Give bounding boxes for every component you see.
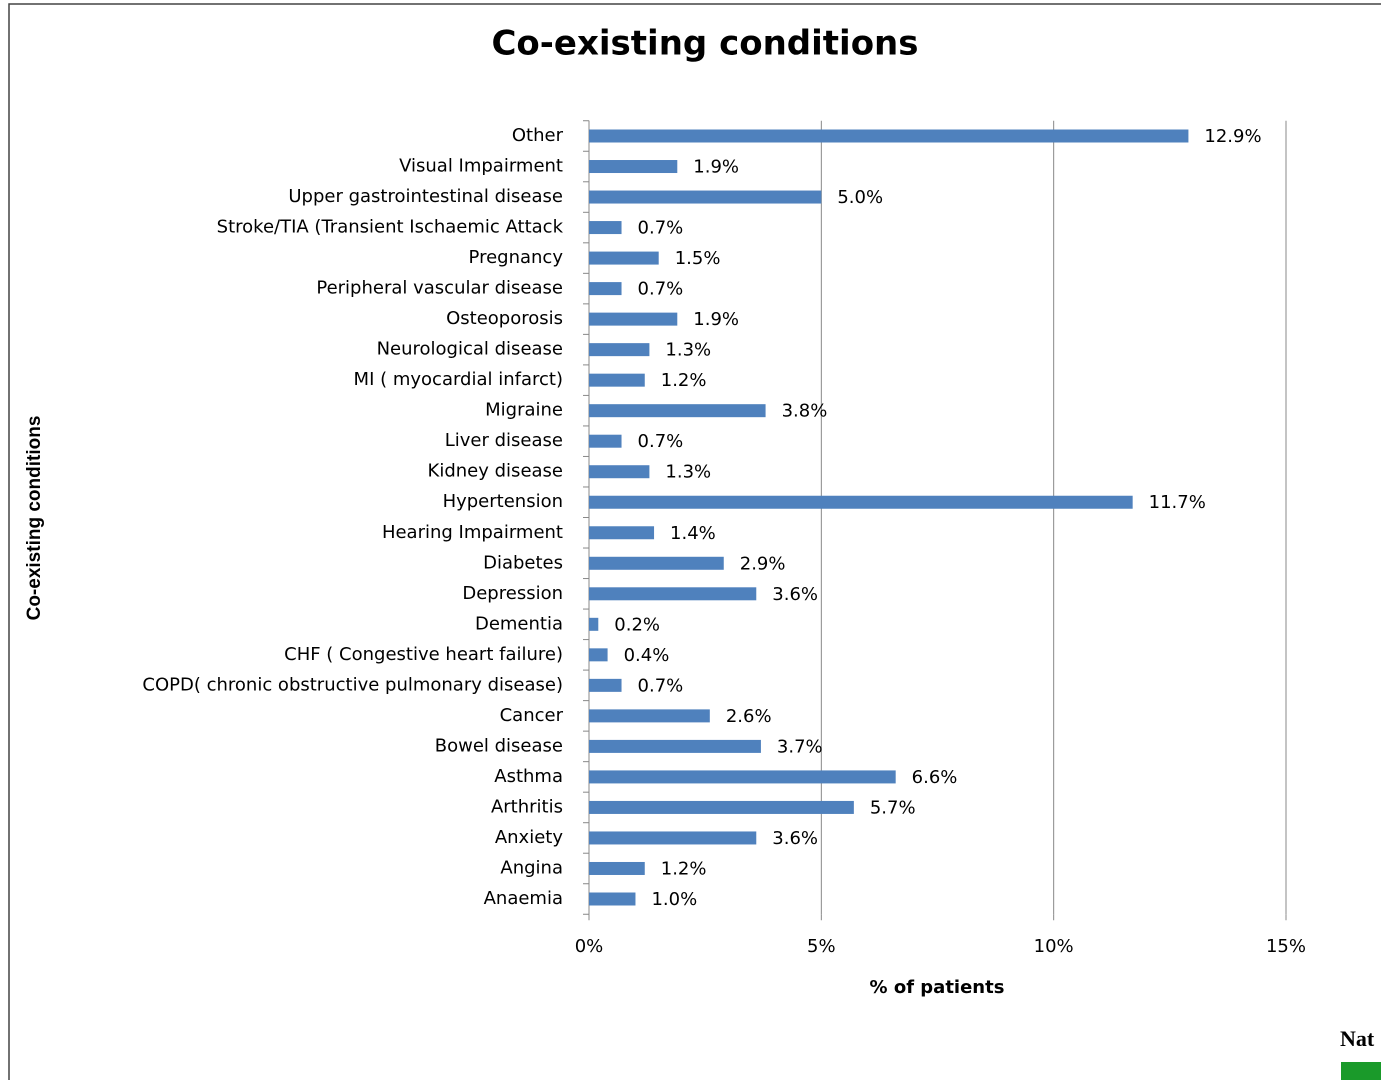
y-tick-label: Diabetes: [483, 552, 563, 573]
data-label: 0.4%: [624, 645, 670, 666]
bar: [589, 160, 678, 174]
y-tick-label: Osteoporosis: [446, 308, 563, 329]
y-tick-label: Angina: [500, 857, 563, 878]
bar: [589, 831, 757, 845]
data-label: 11.7%: [1149, 492, 1206, 513]
frame: [8, 3, 1381, 1080]
data-label: 1.3%: [665, 462, 711, 483]
x-tick-label: 10%: [1034, 936, 1074, 957]
data-label: 1.4%: [670, 523, 716, 544]
data-label: 3.6%: [772, 828, 818, 849]
y-tick-label: Anxiety: [495, 827, 564, 848]
x-axis-label: % of patients: [870, 977, 1005, 998]
data-label: 0.7%: [638, 218, 684, 239]
y-tick-label: Dementia: [475, 613, 563, 634]
y-tick-label: Pregnancy: [469, 247, 564, 268]
bar: [589, 587, 757, 601]
y-tick-label: Hypertension: [443, 491, 563, 512]
data-label: 0.2%: [614, 614, 660, 635]
y-tick-label: Cancer: [500, 705, 564, 726]
y-axis-label: Co-existing conditions: [24, 416, 45, 621]
y-tick-label: COPD( chronic obstructive pulmonary dise…: [142, 674, 563, 695]
logo: [1341, 1062, 1381, 1080]
x-tick-label: 0%: [575, 936, 604, 957]
chart-title: Co-existing conditions: [491, 24, 918, 64]
bar: [589, 678, 622, 692]
y-tick-label: Arthritis: [491, 796, 563, 817]
bar: [589, 892, 636, 906]
x-tick-label: 5%: [807, 936, 836, 957]
bar: [589, 373, 645, 387]
bar: [589, 556, 724, 570]
bar: [589, 190, 822, 204]
bar: [589, 739, 761, 753]
data-label: 0.7%: [638, 431, 684, 452]
data-label: 12.9%: [1204, 126, 1261, 147]
data-label: 5.0%: [837, 187, 883, 208]
bar: [589, 526, 655, 540]
y-tick-label: Depression: [462, 583, 563, 604]
data-label: 3.6%: [772, 584, 818, 605]
y-tick-label: Other: [512, 125, 564, 146]
y-tick-label: CHF ( Congestive heart failure): [284, 644, 563, 665]
data-label: 1.9%: [693, 157, 739, 178]
data-label: 1.0%: [651, 889, 697, 910]
bar: [589, 343, 650, 357]
bar: [589, 465, 650, 479]
bar: [589, 312, 678, 326]
x-tick-label: 15%: [1266, 936, 1306, 957]
data-label: 2.9%: [740, 553, 786, 574]
bar: [589, 251, 659, 265]
y-tick-label: Upper gastrointestinal disease: [288, 186, 563, 207]
y-tick-label: Kidney disease: [428, 461, 563, 482]
y-tick-label: Bowel disease: [435, 735, 563, 756]
bar: [589, 282, 622, 296]
y-tick-label: MI ( myocardial infarct): [354, 369, 563, 390]
data-label: 6.6%: [912, 767, 958, 788]
bar: [589, 495, 1133, 509]
data-label: 3.7%: [777, 736, 823, 757]
bar: [589, 800, 854, 814]
bar: [589, 221, 622, 235]
bar: [589, 434, 622, 448]
bar: [589, 129, 1189, 143]
data-label: 0.7%: [638, 279, 684, 300]
y-tick-label: Anaemia: [484, 888, 563, 909]
y-tick-label: Liver disease: [445, 430, 563, 451]
data-label: 1.2%: [661, 858, 707, 879]
bar: [589, 648, 608, 662]
y-tick-label: Neurological disease: [377, 339, 563, 360]
bar: [589, 861, 645, 875]
y-tick-label: Asthma: [494, 766, 563, 787]
data-label: 3.8%: [782, 401, 828, 422]
y-tick-label: Peripheral vascular disease: [316, 278, 563, 299]
y-tick-label: Migraine: [485, 400, 563, 421]
data-label: 5.7%: [870, 797, 916, 818]
bar: [589, 770, 896, 784]
bar: [589, 404, 766, 418]
y-tick-label: Visual Impairment: [399, 156, 563, 177]
data-label: 2.6%: [726, 706, 772, 727]
data-label: 1.2%: [661, 370, 707, 391]
data-label: 1.9%: [693, 309, 739, 330]
bar: [589, 709, 710, 723]
data-label: 1.3%: [665, 340, 711, 361]
data-label: 1.5%: [675, 248, 721, 269]
y-tick-label: Stroke/TIA (Transient Ischaemic Attack: [217, 217, 564, 238]
bar: [589, 617, 599, 631]
y-tick-label: Hearing Impairment: [382, 522, 563, 543]
data-label: 0.7%: [638, 675, 684, 696]
annotation: Nat: [1340, 1026, 1375, 1051]
